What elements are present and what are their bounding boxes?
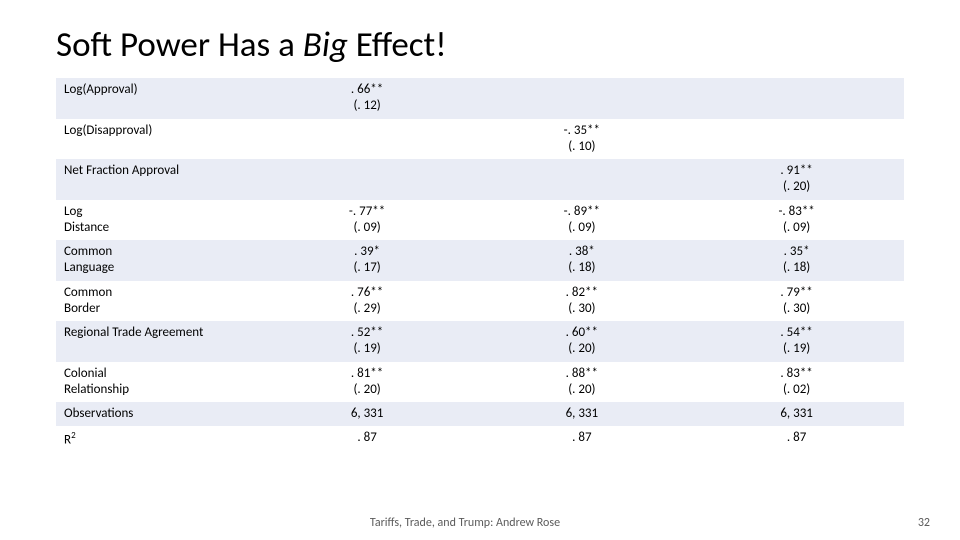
- row-label: Observations: [56, 402, 260, 426]
- table-row: Log(Disapproval) -. 35**(. 10): [56, 119, 904, 160]
- row-label: ColonialRelationship: [56, 362, 260, 403]
- cell-col1: . 39*(. 17): [260, 240, 475, 281]
- cell-col1: . 81**(. 20): [260, 362, 475, 403]
- cell-col3: 6, 331: [689, 402, 904, 426]
- row-label: Log(Disapproval): [56, 119, 260, 160]
- cell-col1: . 76**(. 29): [260, 281, 475, 322]
- table-row: Log(Approval). 66**(. 12): [56, 78, 904, 119]
- cell-col2: . 88**(. 20): [474, 362, 689, 403]
- cell-col3: . 35*(. 18): [689, 240, 904, 281]
- cell-col1: [260, 119, 475, 160]
- cell-col2: -. 89**(. 09): [474, 200, 689, 241]
- table-row: R2. 87. 87. 87: [56, 426, 904, 453]
- footer-caption: Tariffs, Trade, and Trump: Andrew Rose: [0, 516, 930, 530]
- title-prefix: Soft Power Has a: [56, 24, 303, 66]
- cell-col3: [689, 119, 904, 160]
- cell-col2: [474, 78, 689, 119]
- cell-col2: . 82**(. 30): [474, 281, 689, 322]
- cell-col3: . 54**(. 19): [689, 321, 904, 362]
- title-italic: Big: [303, 24, 348, 66]
- table-row: Regional Trade Agreement. 52**(. 19). 60…: [56, 321, 904, 362]
- slide-title: Soft Power Has a Big Effect!: [56, 24, 904, 66]
- table-row: CommonLanguage. 39*(. 17). 38*(. 18). 35…: [56, 240, 904, 281]
- cell-col2: . 38*(. 18): [474, 240, 689, 281]
- cell-col3: -. 83**(. 09): [689, 200, 904, 241]
- row-label: CommonLanguage: [56, 240, 260, 281]
- row-label: Log(Approval): [56, 78, 260, 119]
- cell-col1: [260, 159, 475, 200]
- row-label: CommonBorder: [56, 281, 260, 322]
- table-row: ColonialRelationship. 81**(. 20). 88**(.…: [56, 362, 904, 403]
- cell-col1: 6, 331: [260, 402, 475, 426]
- row-label: Regional Trade Agreement: [56, 321, 260, 362]
- cell-col3: [689, 78, 904, 119]
- table-row: CommonBorder. 76**(. 29). 82**(. 30). 79…: [56, 281, 904, 322]
- cell-col2: . 87: [474, 426, 689, 453]
- cell-col3: . 83**(. 02): [689, 362, 904, 403]
- row-label: Net Fraction Approval: [56, 159, 260, 200]
- cell-col2: . 60**(. 20): [474, 321, 689, 362]
- title-suffix: Effect!: [348, 24, 447, 66]
- cell-col1: . 52**(. 19): [260, 321, 475, 362]
- cell-col1: . 87: [260, 426, 475, 453]
- footer: Tariffs, Trade, and Trump: Andrew Rose 3…: [0, 516, 960, 530]
- row-label: R2: [56, 426, 260, 453]
- cell-col3: . 87: [689, 426, 904, 453]
- regression-table: Log(Approval). 66**(. 12)Log(Disapproval…: [56, 78, 904, 453]
- cell-col2: 6, 331: [474, 402, 689, 426]
- cell-col3: . 91**(. 20): [689, 159, 904, 200]
- slide-number: 32: [918, 516, 930, 530]
- table-row: Net Fraction Approval . 91**(. 20): [56, 159, 904, 200]
- cell-col1: -. 77**(. 09): [260, 200, 475, 241]
- cell-col2: -. 35**(. 10): [474, 119, 689, 160]
- row-label: LogDistance: [56, 200, 260, 241]
- cell-col2: [474, 159, 689, 200]
- cell-col1: . 66**(. 12): [260, 78, 475, 119]
- cell-col3: . 79**(. 30): [689, 281, 904, 322]
- table-row: LogDistance-. 77**(. 09)-. 89**(. 09)-. …: [56, 200, 904, 241]
- table-row: Observations6, 3316, 3316, 331: [56, 402, 904, 426]
